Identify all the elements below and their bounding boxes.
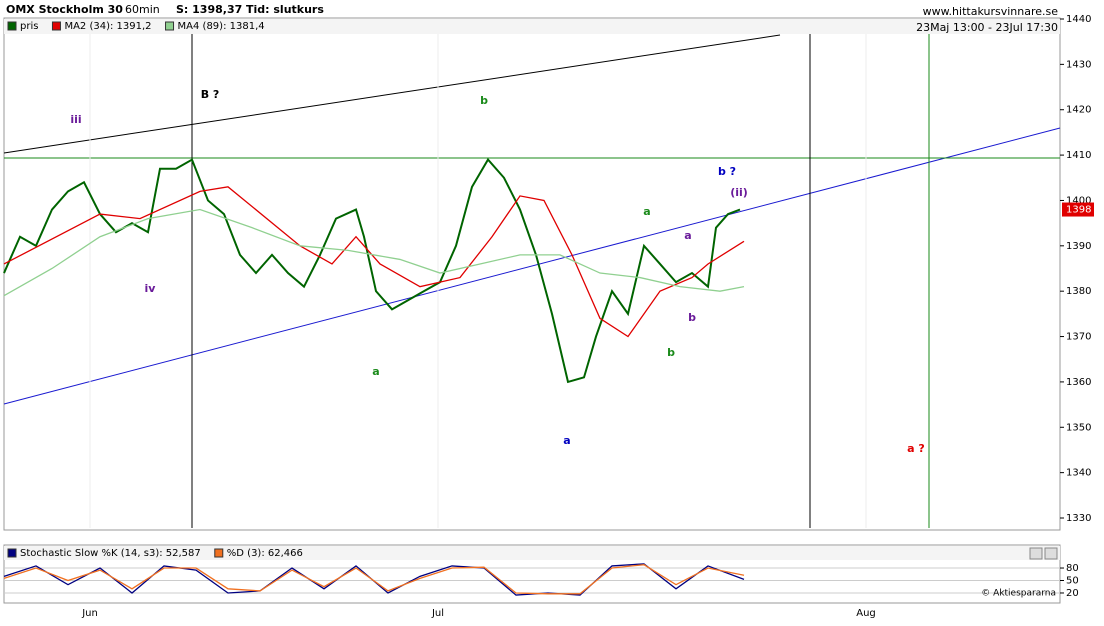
y-tick-label: 1360: [1066, 377, 1091, 388]
legend-entry: Stochastic Slow %K (14, s3): 52,587: [20, 548, 201, 559]
legend-bar: [4, 19, 1060, 34]
legend-entry: pris: [20, 21, 38, 32]
y-tick-label: 1380: [1066, 286, 1091, 297]
wave-label: b: [480, 94, 488, 107]
price-tag: [1062, 202, 1094, 217]
title: OMX Stockholm 30: [6, 3, 123, 16]
y-tick-label: 1430: [1066, 59, 1091, 70]
series-line: [3, 186, 745, 338]
y-tick-label: 1400: [1066, 195, 1091, 206]
wave-label: a: [563, 434, 570, 447]
legend-swatch: [165, 21, 175, 31]
wave-label: a ?: [907, 442, 925, 455]
interval: 60min: [125, 3, 160, 16]
y-tick-label: 1410: [1066, 150, 1091, 161]
legend-swatch: [214, 548, 224, 558]
legend-swatch: [51, 21, 61, 31]
y-tick-label: 1370: [1066, 332, 1091, 343]
x-tick-label: Jul: [431, 608, 444, 619]
price-tag-label: 1398: [1066, 205, 1091, 216]
y-tick-label: 1390: [1066, 241, 1091, 252]
credit: © Aktiespararna: [981, 589, 1056, 599]
y-tick-label: 50: [1066, 576, 1079, 587]
legend-swatch: [7, 548, 17, 558]
wave-label: (ii): [730, 186, 748, 199]
mode: Tid: slutkurs: [246, 3, 324, 16]
y-tick-label: 1420: [1066, 105, 1091, 116]
trend-line: [3, 127, 1061, 405]
legend-entry: %D (3): 62,466: [227, 548, 303, 559]
y-tick-label: 1340: [1066, 468, 1091, 479]
wave-label: a: [684, 229, 691, 242]
x-tick-label: Aug: [856, 608, 876, 619]
wave-label: B ?: [201, 88, 220, 101]
last-price: S: 1398,37: [176, 3, 242, 16]
y-tick-label: 1440: [1066, 14, 1091, 25]
series-line: [3, 208, 745, 297]
series-line: [3, 564, 745, 595]
wave-label: iv: [145, 282, 157, 295]
legend-entry: MA2 (34): 1391,2: [64, 21, 151, 32]
trend-line: [3, 34, 781, 154]
price-panel: [3, 17, 1061, 531]
wave-label: a: [372, 365, 379, 378]
legend-swatch: [7, 21, 17, 31]
x-tick-label: Jun: [81, 608, 98, 619]
annotations: B ? iii iv a b a a b a b b ? (ii) a ?: [70, 88, 924, 455]
wave-label: a: [643, 205, 650, 218]
date-range: 23Maj 13:00 - 23Jul 17:30: [916, 21, 1058, 34]
y-tick-label: 1330: [1066, 513, 1091, 524]
wave-label: b: [688, 311, 696, 324]
close-button[interactable]: [1044, 547, 1058, 560]
wave-label: b ?: [718, 165, 736, 178]
site: www.hittakursvinnare.se: [923, 5, 1059, 18]
legend-entry: MA4 (89): 1381,4: [178, 21, 265, 32]
y-tick-label: 20: [1066, 588, 1079, 599]
y-tick-label: 80: [1066, 563, 1079, 574]
stoch-legend-bar: [4, 546, 1060, 560]
wave-label: iii: [70, 113, 81, 126]
y-tick-label: 1350: [1066, 422, 1091, 433]
zoom-button[interactable]: [1029, 547, 1043, 560]
wave-label: b: [667, 346, 675, 359]
series-line: [3, 157, 741, 384]
